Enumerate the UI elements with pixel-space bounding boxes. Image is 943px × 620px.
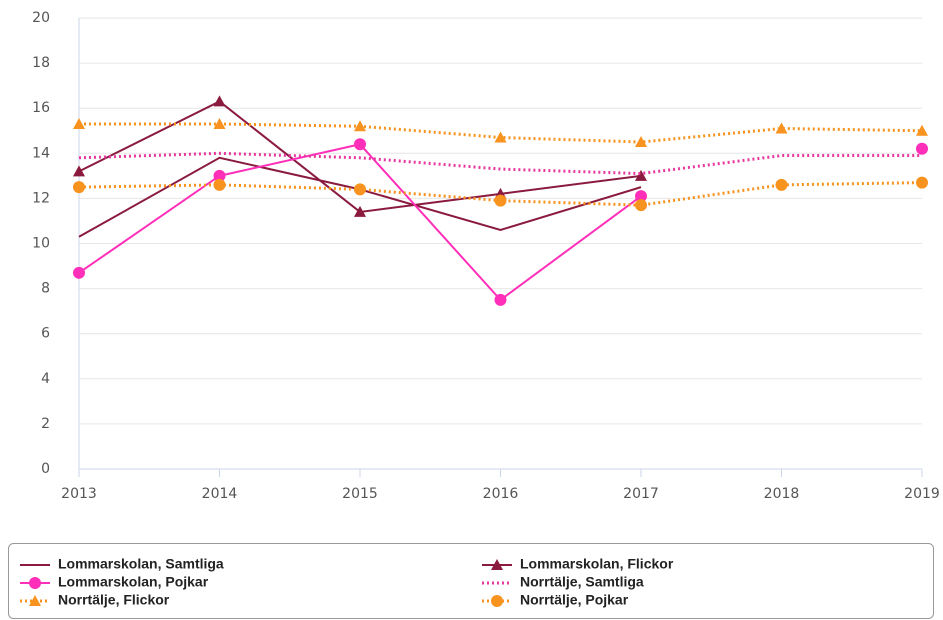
- point: [635, 190, 647, 203]
- point: [775, 122, 788, 134]
- y-tick-label: 18: [32, 55, 50, 71]
- x-tick-label: 2019: [904, 486, 940, 502]
- y-tick-label: 12: [32, 190, 50, 206]
- point: [354, 138, 366, 151]
- y-tick-label: 16: [32, 100, 50, 116]
- x-tick-label: 2013: [61, 486, 97, 502]
- legend-marker: [29, 577, 41, 589]
- legend-marker: [491, 595, 503, 607]
- point: [354, 205, 366, 217]
- point: [354, 183, 366, 196]
- legend-box: [8, 543, 934, 619]
- point: [213, 178, 226, 191]
- x-tick-label: 2014: [202, 486, 238, 502]
- legend-marker: [491, 559, 503, 570]
- point: [213, 117, 226, 129]
- x-tick-label: 2015: [342, 486, 378, 502]
- x-tick-label: 2016: [483, 486, 519, 502]
- point: [635, 136, 647, 148]
- point: [635, 169, 647, 181]
- point: [213, 169, 226, 182]
- legend-text: Lommarskolan, Flickor: [520, 556, 674, 572]
- series-line: [78, 156, 642, 238]
- y-tick-label: 10: [32, 236, 50, 252]
- y-tick-label: 0: [41, 461, 50, 477]
- legend-text: Norrtälje, Pojkar: [520, 592, 629, 608]
- y-tick-label: 14: [32, 145, 50, 161]
- y-tick-label: 2: [41, 416, 50, 432]
- series-line: [78, 151, 922, 176]
- point: [635, 199, 647, 212]
- point: [494, 131, 507, 143]
- point: [213, 95, 226, 107]
- y-tick-label: 6: [41, 326, 50, 342]
- x-tick-label: 2017: [623, 486, 659, 502]
- legend-text: Lommarskolan, Pojkar: [58, 574, 209, 590]
- y-tick-label: 4: [41, 371, 50, 387]
- y-tick-label: 20: [32, 10, 50, 26]
- x-tick-label: 2018: [764, 486, 800, 502]
- point: [916, 142, 928, 155]
- point: [73, 181, 85, 194]
- point: [494, 293, 507, 306]
- point: [73, 266, 85, 279]
- point: [73, 117, 85, 129]
- point: [916, 176, 928, 189]
- point: [494, 194, 507, 207]
- legend-text: Norrtälje, Flickor: [58, 592, 170, 608]
- point: [775, 178, 788, 191]
- legend-text: Norrtälje, Samtliga: [520, 574, 644, 590]
- point: [73, 165, 85, 177]
- point: [916, 124, 928, 136]
- y-tick-label: 8: [41, 281, 50, 297]
- legend-text: Lommarskolan, Samtliga: [58, 556, 224, 572]
- legend-marker: [29, 595, 41, 606]
- point: [354, 120, 366, 132]
